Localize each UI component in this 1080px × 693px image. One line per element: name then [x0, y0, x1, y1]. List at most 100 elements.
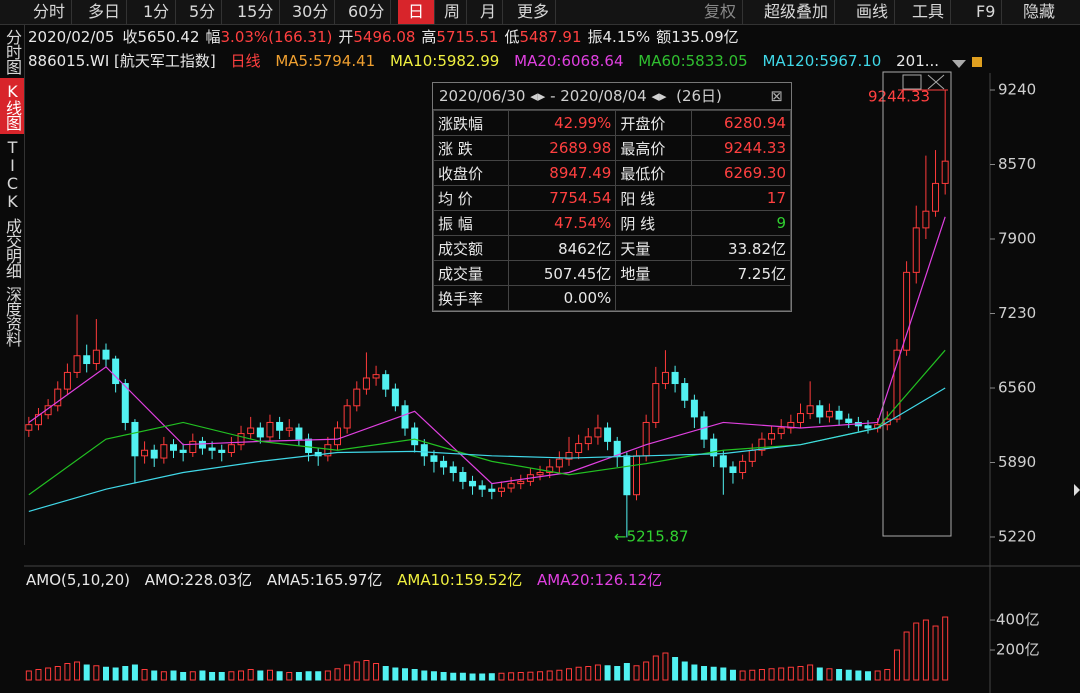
candle-body [208, 447, 216, 451]
candle-body [681, 383, 689, 401]
side-tab[interactable]: TICK [3, 138, 22, 210]
info-value: 5496.08 [353, 28, 416, 46]
candle-body [372, 374, 380, 379]
side-tab[interactable]: 成交明细 [3, 218, 22, 278]
indicator: AMO:228.03亿 [144, 571, 253, 589]
stat-value: 42.99% [508, 110, 617, 136]
volume-bar [594, 664, 601, 681]
volume-bar [633, 665, 640, 681]
volume-bar [35, 669, 42, 681]
tab[interactable]: 5分 [183, 0, 223, 24]
tab[interactable]: 月 [474, 0, 504, 24]
volume-bar [913, 622, 920, 681]
side-tab[interactable]: 分时图 [3, 29, 22, 74]
tool[interactable]: F9 [970, 0, 1003, 24]
candle-body [652, 383, 660, 423]
stats-row: 收盘价 8947.49 最低价 6269.30 [432, 160, 792, 186]
legend: 886015.WI [航天军工指数] 日线 MA5:5794.41 MA10:5… [28, 50, 949, 72]
stat-value: 8462亿 [508, 235, 617, 261]
tab[interactable]: 1分 [137, 0, 177, 24]
volume-bar [266, 669, 273, 681]
volume-bar [517, 672, 524, 681]
stats-row: 涨 跌 2689.98 最高价 9244.33 [432, 135, 792, 161]
volume-bar [93, 665, 100, 681]
tool[interactable]: 画线 [850, 0, 896, 24]
ma-label: MA5:5794.41 [275, 52, 376, 70]
candle-body [613, 440, 621, 457]
volume-bar [527, 671, 534, 681]
tab[interactable]: 30分 [286, 0, 336, 24]
tab-active[interactable]: 日 [398, 0, 436, 24]
volume-bar [701, 666, 708, 681]
icon-lock[interactable] [972, 57, 982, 67]
annotation: 9244.33 [868, 88, 930, 106]
stat-value: 9244.33 [690, 135, 792, 161]
tool[interactable]: 工具 [906, 0, 952, 24]
icon-close[interactable] [927, 74, 945, 90]
volume-bar [546, 670, 553, 681]
icon-expand[interactable] [1074, 484, 1080, 496]
stat-value: 47.54% [508, 210, 617, 236]
range-stats-popup: 2020/06/30 ◂▸ - 2020/08/04 ◂▸ (26日) ⊠ 涨跌… [432, 82, 792, 312]
candle-body [25, 424, 33, 431]
tab[interactable]: 分时 [27, 0, 73, 24]
info-value: 5715.51 [436, 28, 499, 46]
candle-body [256, 427, 264, 438]
y-tick-label: 7230 [998, 304, 1036, 322]
volume-bar [479, 673, 486, 681]
candle-body [690, 399, 698, 418]
indicator: AMO(5,10,20) [26, 571, 130, 589]
volume-bar [807, 664, 814, 681]
candle-body [324, 444, 332, 457]
candle-body [536, 471, 544, 476]
tool[interactable]: 超级叠加 [758, 0, 836, 24]
stat-label: 涨跌幅 [432, 110, 510, 136]
tab[interactable]: 更多 [511, 0, 557, 24]
candle-body [449, 466, 457, 473]
tab[interactable]: 多日 [82, 0, 128, 24]
volume-bar [392, 667, 399, 681]
stat-value: 17 [690, 185, 792, 211]
volume-bar [344, 664, 351, 681]
side-tab-active[interactable]: K线图 [0, 78, 24, 134]
volume-bar [64, 663, 71, 681]
volume-bar [855, 670, 862, 681]
stats-row: 成交量 507.45亿 地量 7.25亿 [432, 260, 792, 286]
stats-row: 涨跌幅 42.99% 开盘价 6280.94 [432, 110, 792, 136]
candle-body [633, 455, 641, 496]
toolbar: 分时 多日 1分 5分 15分 30分 60分 日 周 月 更多 复权 超级叠加… [0, 0, 1080, 25]
stat-label: 开盘价 [615, 110, 692, 136]
icon-window[interactable] [902, 74, 922, 90]
tab[interactable]: 周 [438, 0, 468, 24]
volume-bar [932, 625, 939, 681]
volume-bar [681, 661, 688, 681]
stat-label: 振 幅 [432, 210, 510, 236]
start-date: 2020/06/30 [439, 87, 526, 105]
candle-body [420, 444, 428, 457]
volume-bar [585, 666, 592, 681]
candle-body [912, 227, 920, 273]
candle-body [941, 160, 949, 184]
tool[interactable]: 复权 [698, 0, 744, 24]
candle-body [411, 427, 419, 446]
candle-body [758, 438, 766, 451]
stat-label: 均 价 [432, 185, 510, 211]
info-label: 幅 [205, 28, 221, 46]
volume-bar [826, 668, 833, 681]
volume-bar [430, 671, 437, 681]
volume-bar [691, 664, 698, 681]
candle-body [189, 440, 197, 453]
candle-body [729, 466, 737, 473]
side-tab[interactable]: 深度资料 [3, 286, 22, 346]
annotation: ←5215.87 [614, 528, 689, 546]
tab[interactable]: 15分 [231, 0, 281, 24]
tab[interactable]: 60分 [342, 0, 392, 24]
stat-label: 涨 跌 [432, 135, 510, 161]
volume-bar [218, 672, 225, 681]
volume-bar [874, 670, 881, 681]
tool[interactable]: 隐藏 [1023, 2, 1056, 21]
close-button[interactable]: ⊠ [770, 87, 783, 105]
icon-dropdown[interactable] [952, 60, 966, 68]
